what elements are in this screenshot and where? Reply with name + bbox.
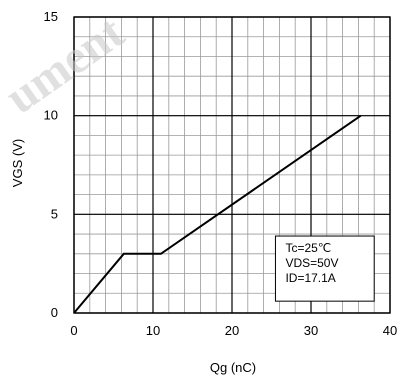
x-tick-label: 20 — [225, 323, 239, 338]
y-tick-label: 15 — [44, 9, 58, 24]
series-layer — [73, 114, 362, 314]
annotation-line: ID=17.1A — [285, 271, 335, 285]
y-axis-label: VGS (V) — [10, 139, 25, 187]
annotation-frame — [274, 235, 375, 302]
x-tick-label: 40 — [383, 323, 397, 338]
x-axis-label: Qg (nC) — [210, 360, 256, 375]
y-tick-label: 10 — [44, 108, 58, 123]
watermark-text: ument — [0, 6, 133, 124]
annotation-line: VDS=50V — [285, 256, 338, 270]
series-line — [73, 114, 362, 314]
plot-frame — [73, 16, 391, 314]
y-tick-label: 0 — [51, 305, 58, 320]
x-tick-label: 30 — [304, 323, 318, 338]
x-tick-label: 0 — [70, 323, 77, 338]
tick-labels: 0 10 20 30 40 0 5 10 15 — [44, 9, 397, 338]
x-tick-label: 10 — [146, 323, 160, 338]
watermark: ument — [0, 6, 133, 124]
annotation-line: Tc=25℃ — [285, 241, 331, 255]
y-tick-label: 5 — [51, 206, 58, 221]
